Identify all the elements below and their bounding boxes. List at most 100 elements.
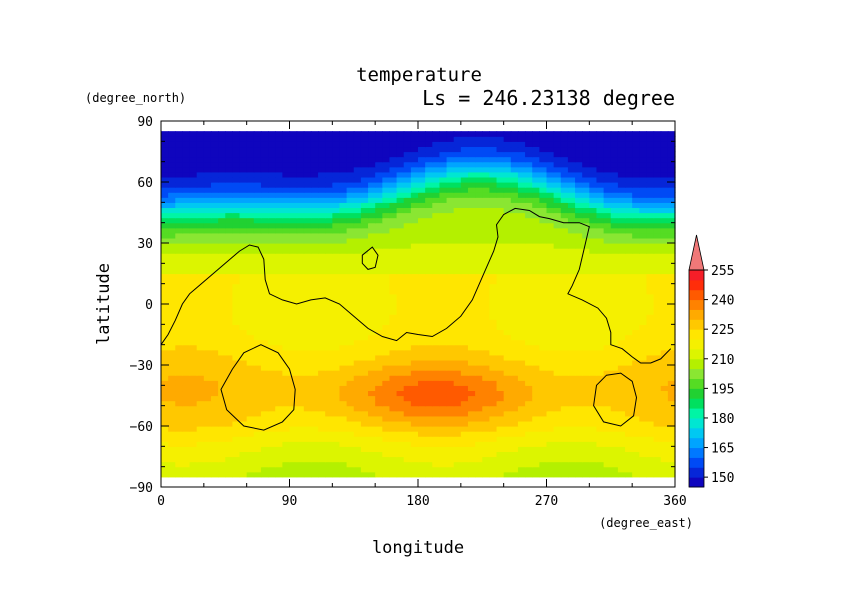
heatmap-cell [453, 410, 462, 417]
heatmap-cell [567, 354, 576, 361]
heatmap-cell [510, 171, 519, 178]
heatmap-cell [182, 456, 191, 463]
heatmap-cell [653, 258, 662, 264]
heatmap-cell [225, 288, 233, 295]
heatmap-cell [410, 466, 419, 473]
heatmap-cell [567, 171, 576, 178]
heatmap-cell [196, 192, 205, 198]
heatmap-cell [596, 166, 605, 173]
heatmap-cell [596, 161, 605, 168]
heatmap-cell [168, 171, 176, 178]
heatmap-cell [289, 227, 298, 234]
heatmap-cell [182, 263, 191, 270]
heatmap-cell [253, 222, 262, 229]
heatmap-cell [575, 227, 583, 234]
heatmap-cell [225, 278, 233, 285]
heatmap-cell [439, 426, 448, 432]
heatmap-cell [453, 375, 462, 381]
heatmap-cell [517, 344, 526, 351]
heatmap-cell [303, 314, 312, 320]
heatmap-cell [546, 375, 555, 381]
heatmap-cell [396, 431, 405, 437]
heatmap-cell [582, 309, 590, 315]
heatmap-cell [253, 151, 262, 158]
colorbar-band [689, 408, 704, 419]
heatmap-cell [510, 471, 519, 478]
heatmap-cell [525, 441, 533, 447]
heatmap-cell [325, 227, 333, 234]
heatmap-cell [396, 309, 405, 315]
heatmap-cell [639, 283, 648, 290]
heatmap-cell [482, 370, 490, 376]
heatmap-cell [632, 248, 640, 254]
heatmap-cell [489, 446, 498, 453]
heatmap-cell [575, 436, 583, 442]
heatmap-cell [603, 415, 612, 422]
heatmap-cell [346, 217, 355, 224]
heatmap-cell [625, 182, 633, 188]
heatmap-cell [382, 258, 391, 264]
heatmap-cell [510, 390, 519, 397]
heatmap-cell [360, 344, 369, 351]
heatmap-cell [510, 431, 519, 437]
heatmap-cell [296, 237, 305, 244]
heatmap-cell [439, 304, 448, 310]
heatmap-cell [282, 354, 291, 361]
heatmap-cell [503, 441, 512, 447]
heatmap-cell [203, 212, 212, 219]
heatmap-cell [446, 217, 455, 224]
heatmap-cell [260, 146, 269, 153]
heatmap-cell [396, 166, 405, 173]
heatmap-cell [475, 329, 483, 336]
heatmap-cell [289, 166, 298, 173]
heatmap-cell [617, 471, 626, 478]
heatmap-cell [339, 349, 348, 356]
heatmap-cell [325, 446, 333, 453]
heatmap-cell [446, 365, 455, 371]
heatmap-cell [439, 166, 448, 173]
heatmap-cell [368, 304, 376, 310]
heatmap-cell [310, 329, 319, 336]
heatmap-cell [210, 359, 219, 366]
heatmap-cell [582, 131, 590, 137]
heatmap-cell [175, 217, 184, 224]
heatmap-cell [310, 283, 319, 290]
heatmap-cell [667, 222, 676, 229]
heatmap-cell [403, 176, 412, 183]
heatmap-cell [396, 283, 405, 290]
heatmap-cell [510, 426, 519, 432]
heatmap-cell [425, 319, 433, 325]
heatmap-cell [475, 405, 483, 412]
heatmap-cell [168, 390, 176, 397]
heatmap-cell [268, 471, 276, 478]
heatmap-cell [203, 288, 212, 295]
heatmap-cell [303, 268, 312, 275]
heatmap-cell [189, 248, 198, 254]
heatmap-cell [218, 237, 226, 244]
heatmap-cell [432, 288, 441, 295]
heatmap-cell [218, 166, 226, 173]
heatmap-cell [560, 222, 569, 229]
heatmap-cell [582, 365, 590, 371]
heatmap-cell [296, 375, 305, 381]
heatmap-cell [189, 243, 198, 249]
heatmap-cell [453, 395, 462, 402]
heatmap-cell [539, 212, 548, 219]
heatmap-cell [268, 176, 276, 183]
heatmap-cell [239, 258, 248, 264]
heatmap-cell [360, 456, 369, 463]
heatmap-cell [546, 309, 555, 315]
heatmap-cell [389, 293, 398, 300]
heatmap-cell [246, 263, 255, 270]
heatmap-cell [639, 293, 648, 300]
heatmap-cell [632, 151, 640, 158]
heatmap-cell [553, 156, 562, 163]
heatmap-cell [439, 293, 448, 300]
heatmap-cell [653, 349, 662, 356]
heatmap-cell [482, 334, 490, 341]
heatmap-cell [275, 273, 283, 280]
heatmap-cell [646, 232, 655, 239]
heatmap-cell [646, 334, 655, 341]
heatmap-cell [467, 446, 476, 453]
